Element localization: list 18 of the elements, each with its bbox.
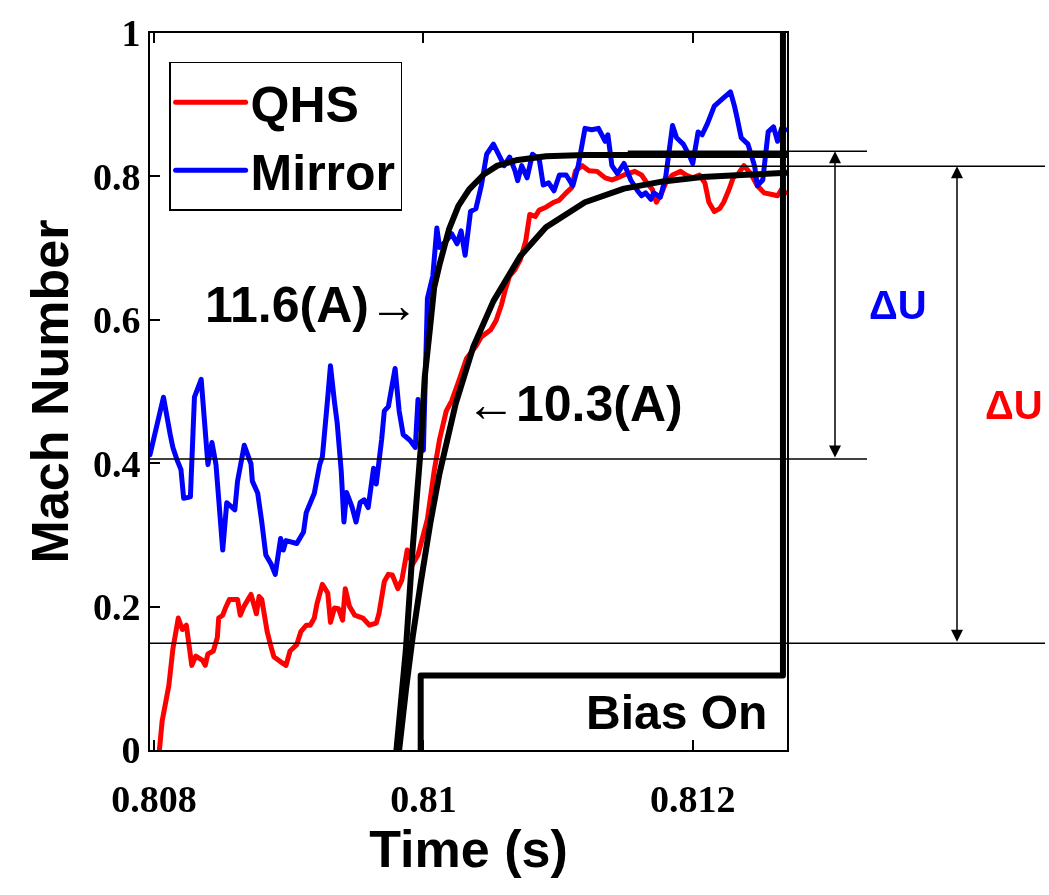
x-tick-label: 0.81	[390, 777, 457, 820]
y-tick-label: 0.6	[92, 299, 141, 342]
y-tick-label: 1	[121, 12, 141, 55]
y-axis-title: Mach Number	[20, 219, 79, 564]
x-axis-title: Time (s)	[369, 819, 568, 878]
annotation: ←10.3(A)	[466, 376, 683, 432]
y-tick-label: 0.2	[92, 585, 141, 628]
series-label: Bias On	[586, 686, 768, 739]
y-tick-label: 0	[121, 729, 141, 772]
text: ΔU	[869, 283, 927, 327]
annotation: 11.6(A)→	[205, 277, 419, 333]
text: ΔU	[985, 383, 1043, 427]
x-tick-label: 0.812	[649, 777, 736, 820]
x-tick-label: 0.808	[111, 777, 197, 820]
y-tick-label: 0.8	[92, 155, 141, 198]
legend-label: Mirror	[250, 144, 396, 201]
legend-label: QHS	[250, 76, 359, 133]
y-tick-label: 0.4	[92, 442, 141, 485]
